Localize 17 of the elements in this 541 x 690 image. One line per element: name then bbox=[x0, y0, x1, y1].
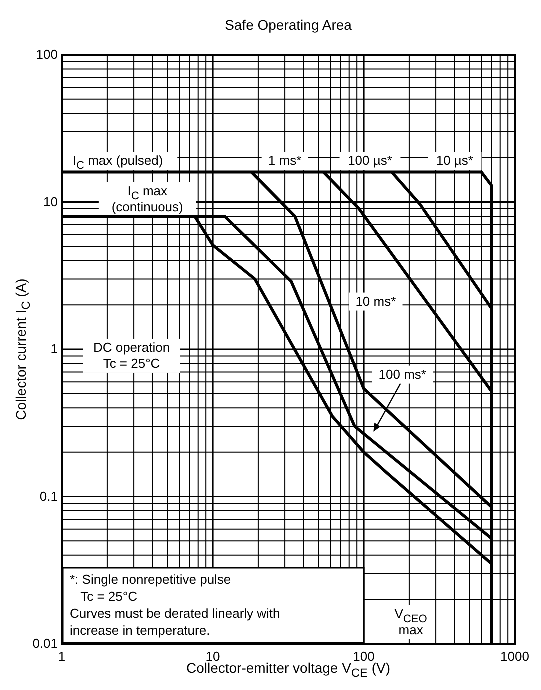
y-tick-label: 10 bbox=[44, 194, 58, 210]
annotation: I$_{C}$ max (pulsed) bbox=[72, 153, 164, 172]
annotation: V$_{CEO}$ max bbox=[394, 606, 428, 638]
annotation: 100 µs* bbox=[348, 153, 392, 168]
annotation: 10 µs* bbox=[436, 153, 474, 168]
y-tick-label: 1 bbox=[50, 342, 58, 356]
annotation: 100 ms* bbox=[378, 366, 427, 382]
y-tick-label: 0.1 bbox=[40, 488, 58, 504]
annotation: 10 ms* bbox=[356, 294, 396, 309]
y-tick-label: 100 bbox=[36, 47, 58, 62]
annotation: 1 ms* bbox=[268, 153, 302, 168]
annotation: *: Single nonrepetitive pulse Tc = 25°C Curves must be derated linearly with increase in temperature. bbox=[70, 572, 280, 638]
annotation: I$_{C}$ max (continuous) bbox=[112, 183, 184, 214]
chart-title: Safe Operating Area bbox=[225, 17, 352, 33]
annotation: DC operation Tc = 25°C bbox=[93, 340, 170, 371]
x-tick-label: 1000 bbox=[500, 649, 530, 664]
y-tick-label: 0.01 bbox=[32, 636, 58, 651]
